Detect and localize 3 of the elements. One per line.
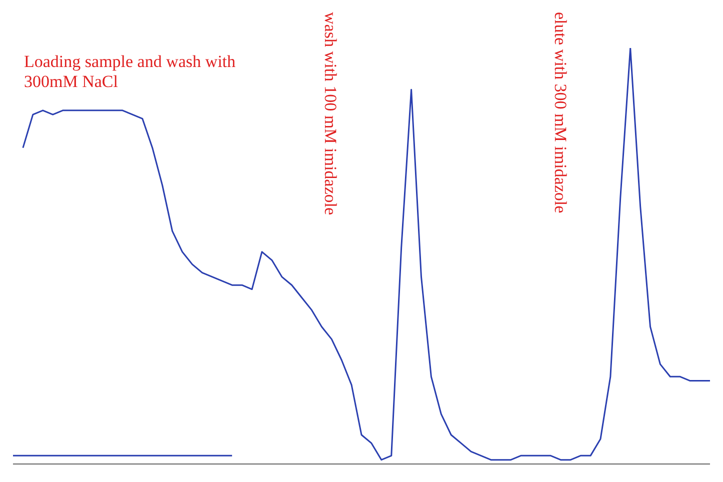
annotation: wash with 100 mM imidazole xyxy=(318,8,342,226)
annotation: elute with 300 mM imidazole xyxy=(548,8,572,226)
annotation: Loading sample and wash with 300mM NaCl xyxy=(20,48,243,97)
